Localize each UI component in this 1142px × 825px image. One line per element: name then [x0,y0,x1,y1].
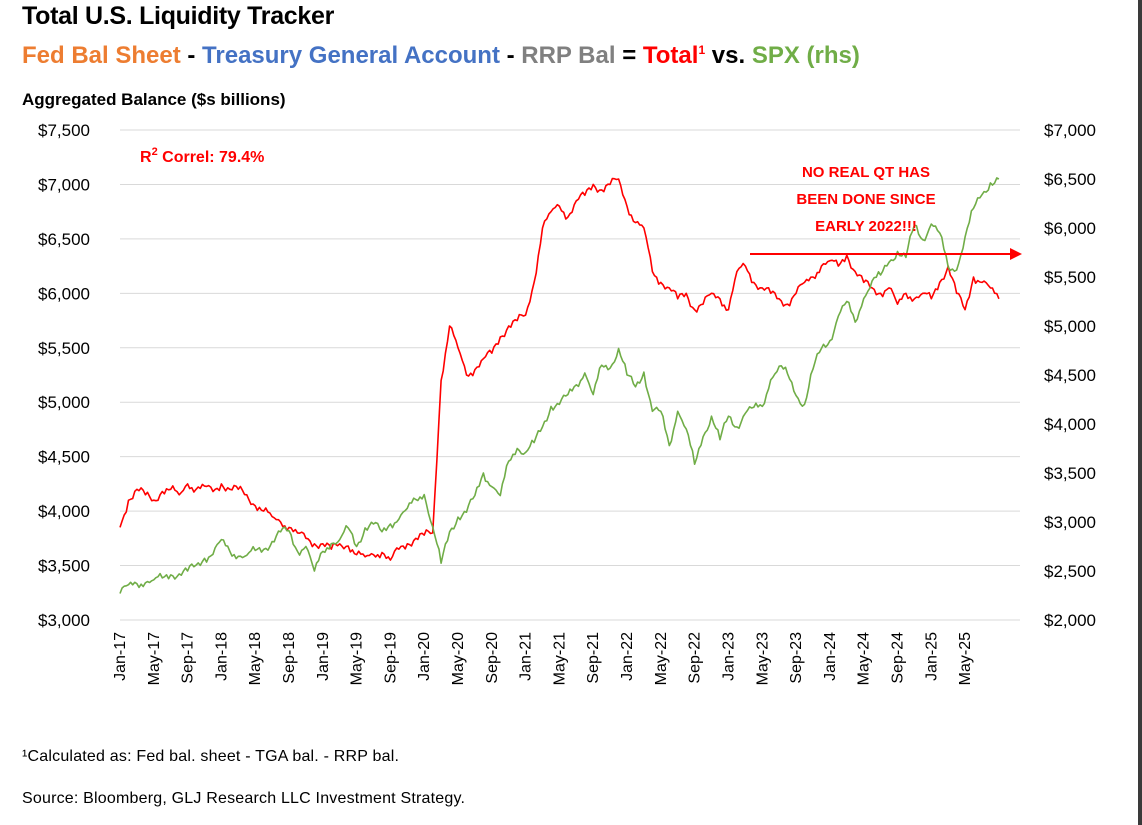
x-tick-label: Sep-21 [585,632,602,684]
liquidity-chart: $3,000 $3,500 $4,000 $4,500 $5,000 $5,500 $6,0… [38,121,1096,685]
right-tick-label: $2,000 [1044,611,1096,630]
right-tick-label: $5,000 [1044,317,1096,336]
right-axis-ticks: $2,000 $2,500 $3,000 $3,500 $4,000 $4,500 $5,0… [1044,121,1096,630]
right-tick-label: $6,000 [1044,219,1096,238]
subtitle-separator: - [499,42,522,69]
x-tick-label: May-18 [247,632,264,685]
left-tick-label: $4,500 [38,448,90,467]
qt-annotation-line2: BEEN DONE SINCE [796,191,935,208]
grid-lines [120,129,1020,621]
spx-series-line [119,177,1000,594]
right-tick-label: $3,000 [1044,513,1096,532]
x-tick-label: Sep-18 [281,632,298,684]
x-tick-label: Sep-23 [788,632,805,684]
x-tick-label: May-23 [754,632,771,685]
x-tick-label: Sep-24 [889,632,906,684]
subtitle-vs: vs. [705,42,752,69]
subtitle-treasury-general-account: Treasury General Account [202,42,500,69]
x-tick-label: May-25 [957,632,974,685]
right-tick-label: $4,500 [1044,366,1096,385]
x-tick-label: May-22 [653,632,670,685]
x-tick-label: Sep-17 [180,632,197,684]
x-axis-ticks: Jan-17 May-17 Sep-17 Jan-18 May-18 Sep-18 Jan-… [112,632,974,685]
right-tick-label: $7,000 [1044,121,1096,140]
qt-annotation-line3: EARLY 2022!!! [815,218,917,235]
subtitle-fed-bal-sheet: Fed Bal Sheet [22,42,181,69]
x-tick-label: May-20 [450,632,467,685]
left-tick-label: $4,000 [38,502,90,521]
left-tick-label: $3,500 [38,557,90,576]
right-tick-label: $3,500 [1044,464,1096,483]
right-tick-label: $4,000 [1044,415,1096,434]
x-tick-label: Jan-25 [923,632,940,681]
x-tick-label: Sep-20 [484,632,501,684]
subtitle-spx-rhs: SPX (rhs) [751,42,860,69]
subtitle-separator: - [180,42,203,69]
series-lines [119,177,1000,594]
annotations: R2 Correl: 79.4% NO REAL QT HAS BEEN DON… [140,146,1022,260]
right-tick-label: $5,500 [1044,268,1096,287]
qt-annotation-line1: NO REAL QT HAS [802,164,930,181]
x-tick-label: Sep-22 [687,632,704,684]
subtitle-rrp-bal: RRP Bal [521,42,616,69]
y-axis-unit-label: Aggregated Balance ($s billions) [22,90,286,109]
left-tick-label: $3,000 [38,611,90,630]
right-tick-label: $6,500 [1044,170,1096,189]
window-right-border [1138,0,1142,825]
x-tick-label: Jan-18 [213,632,230,681]
x-tick-label: Jan-23 [720,632,737,681]
correlation-annotation: R2 Correl: 79.4% [140,146,264,166]
left-tick-label: $6,000 [38,284,90,303]
x-tick-label: Jan-17 [112,632,129,681]
x-tick-label: Jan-20 [416,632,433,681]
x-tick-label: May-17 [146,632,163,685]
subtitle-total: Total [642,42,699,69]
x-tick-label: May-21 [551,632,568,685]
x-tick-label: Sep-19 [382,632,399,684]
left-tick-label: $5,500 [38,339,90,358]
left-tick-label: $6,500 [38,230,90,249]
left-tick-label: $5,000 [38,393,90,412]
subtitle-equals: = [615,42,643,69]
x-tick-label: May-24 [856,632,873,685]
chart-subtitle: Fed Bal Sheet - Treasury General Account… [22,42,860,70]
left-tick-label: $7,000 [38,175,90,194]
footnote-calculation: ¹Calculated as: Fed bal. sheet - TGA bal… [22,748,400,765]
x-tick-label: Jan-21 [518,632,535,681]
right-tick-label: $2,500 [1044,562,1096,581]
x-tick-label: Jan-19 [315,632,332,681]
page-title: Total U.S. Liquidity Tracker [22,2,335,30]
total-liquidity-series-line [119,177,1000,561]
x-tick-label: Jan-22 [619,632,636,681]
footnote-source: Source: Bloomberg, GLJ Research LLC Inve… [22,790,466,807]
left-axis-ticks: $3,000 $3,500 $4,000 $4,500 $5,000 $5,500 $6,0… [38,121,90,630]
left-tick-label: $7,500 [38,121,90,140]
subtitle-total-footnote-mark: 1 [698,43,706,57]
x-tick-label: Jan-24 [822,632,839,681]
x-tick-label: May-19 [349,632,366,685]
qt-arrow-head [1010,248,1022,260]
